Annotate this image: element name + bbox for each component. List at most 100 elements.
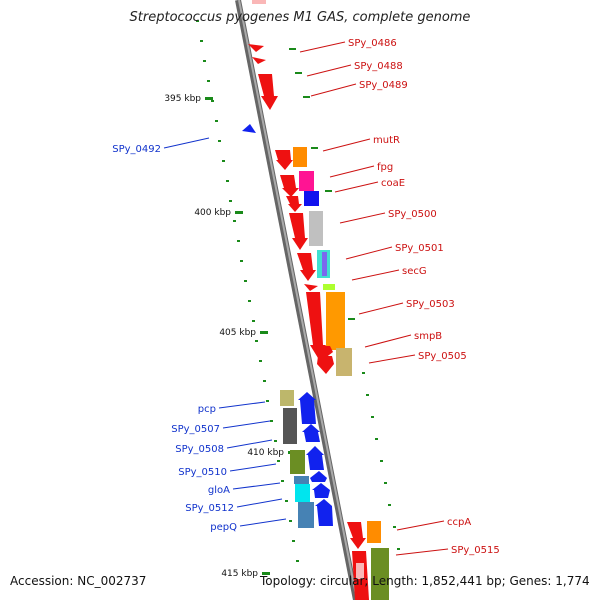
scale-major-tick	[260, 331, 268, 334]
gene-arrow-reverse[interactable]	[315, 499, 333, 526]
scale-minor-tick	[362, 372, 365, 374]
gene-label-forward[interactable]: secG	[402, 266, 427, 277]
accession-text: Accession: NC_002737	[10, 574, 147, 588]
gene-label-leader	[226, 439, 273, 449]
gene-label-reverse[interactable]: gloA	[208, 485, 230, 496]
gene-arrow-forward[interactable]	[304, 284, 318, 291]
cog-box	[336, 348, 352, 376]
gene-arrow-forward[interactable]	[297, 253, 316, 281]
gene-label-leader	[334, 181, 379, 193]
gene-label-forward[interactable]: SPy_0501	[395, 243, 444, 254]
gene-arrow-forward[interactable]	[248, 44, 264, 52]
forward-strand-genes	[248, 0, 369, 600]
gene-arrow-forward[interactable]	[306, 292, 326, 358]
genome-backbone-highlight	[238, 0, 358, 600]
scale-minor-tick	[274, 440, 277, 442]
gene-arrow-reverse[interactable]	[312, 483, 330, 498]
gene-label-forward[interactable]: mutR	[373, 135, 400, 146]
scale-minor-tick	[200, 40, 203, 42]
gene-label-leader	[345, 246, 393, 260]
scale-minor-tick	[296, 560, 299, 562]
gene-arrow-forward[interactable]	[252, 0, 266, 4]
cog-box	[323, 284, 335, 290]
gene-arrow-forward[interactable]	[252, 57, 266, 64]
gene-label-forward[interactable]: SPy_0488	[354, 61, 403, 72]
gene-arrow-reverse[interactable]	[302, 424, 320, 442]
gene-arrow-forward[interactable]	[286, 196, 302, 212]
gene-label-leader	[229, 463, 277, 472]
gene-arrow-forward[interactable]	[289, 213, 308, 250]
cog-box	[283, 408, 297, 444]
gene-arrow-forward[interactable]	[258, 74, 278, 110]
gene-label-forward[interactable]: fpg	[377, 162, 393, 173]
gene-label-leader	[368, 354, 416, 364]
scale-minor-tick	[289, 520, 292, 522]
scale-major-tick	[205, 97, 213, 100]
scale-minor-tick	[196, 20, 199, 22]
gene-label-leader	[358, 302, 404, 315]
scale-minor-tick	[270, 420, 273, 422]
cog-box	[290, 450, 305, 474]
cog-box	[326, 292, 345, 350]
gene-label-reverse[interactable]: SPy_0512	[185, 503, 234, 514]
gene-label-leader	[218, 401, 266, 409]
scale-minor-tick	[248, 300, 251, 302]
scale-minor-tick	[266, 400, 269, 402]
gene-labels: SPy_0486 SPy_0488 SPy_0489 mutR fpg coaE SPy_0…	[112, 38, 500, 556]
scale-minor-tick	[325, 190, 332, 192]
cog-box	[371, 548, 389, 600]
gene-label-leader	[163, 137, 210, 149]
gene-label-leader	[306, 64, 352, 77]
gene-label-leader	[339, 212, 386, 224]
gene-label-reverse[interactable]: SPy_0492	[112, 144, 161, 155]
gene-label-reverse[interactable]: pepQ	[210, 522, 237, 533]
scale-minor-tick	[259, 360, 262, 362]
gene-label-leader	[299, 41, 346, 53]
gene-label-leader	[364, 334, 412, 348]
scale-minor-tick	[263, 380, 266, 382]
gene-arrow-forward[interactable]	[347, 522, 366, 549]
gene-label-forward[interactable]: SPy_0486	[348, 38, 397, 49]
scale-minor-tick	[211, 100, 214, 102]
scale-minor-tick	[292, 540, 295, 542]
scale-label: 400 kbp	[194, 208, 231, 218]
scale-minor-tick	[366, 394, 369, 396]
scale-minor-tick	[388, 504, 391, 506]
gene-label-forward[interactable]: SPy_0505	[418, 351, 467, 362]
scale-label: 405 kbp	[219, 328, 256, 338]
gene-label-reverse[interactable]: pcp	[198, 404, 216, 415]
gene-label-forward[interactable]: ccpA	[447, 517, 471, 528]
cog-box	[299, 171, 314, 191]
gene-arrow-reverse[interactable]	[306, 446, 324, 470]
scale-label: 415 kbp	[221, 569, 258, 579]
cog-box	[322, 252, 327, 276]
gene-arrow-highlight	[356, 563, 364, 579]
gene-label-forward[interactable]: SPy_0503	[406, 299, 455, 310]
gene-arrow-reverse[interactable]	[310, 471, 327, 482]
cog-box	[293, 147, 307, 167]
gene-label-forward[interactable]: SPy_0489	[359, 80, 408, 91]
scale-minor-tick	[255, 340, 258, 342]
scale-minor-tick	[233, 220, 236, 222]
gene-label-forward[interactable]: SPy_0500	[388, 209, 437, 220]
reverse-strand-genes	[242, 124, 333, 526]
cog-box	[309, 211, 323, 246]
gene-label-reverse[interactable]: SPy_0508	[175, 444, 224, 455]
gene-label-reverse[interactable]: SPy_0510	[178, 467, 227, 478]
gene-label-forward[interactable]: coaE	[381, 178, 405, 189]
gene-label-forward[interactable]: SPy_0515	[451, 545, 500, 556]
gene-arrow-reverse[interactable]	[298, 392, 316, 424]
gene-arrow-reverse[interactable]	[242, 124, 256, 133]
gene-label-forward[interactable]: smpB	[414, 331, 442, 342]
scale-minor-tick	[295, 72, 302, 74]
gene-label-reverse[interactable]: SPy_0507	[171, 424, 220, 435]
gene-arrow-forward[interactable]	[280, 175, 299, 197]
scale-minor-tick	[215, 120, 218, 122]
gene-arrow-forward[interactable]	[275, 150, 293, 170]
scale-minor-tick	[285, 500, 288, 502]
scale-minor-tick	[384, 482, 387, 484]
scale-minor-tick	[226, 180, 229, 182]
gene-arrow-forward[interactable]	[317, 356, 334, 374]
scale-minor-tick	[229, 200, 232, 202]
